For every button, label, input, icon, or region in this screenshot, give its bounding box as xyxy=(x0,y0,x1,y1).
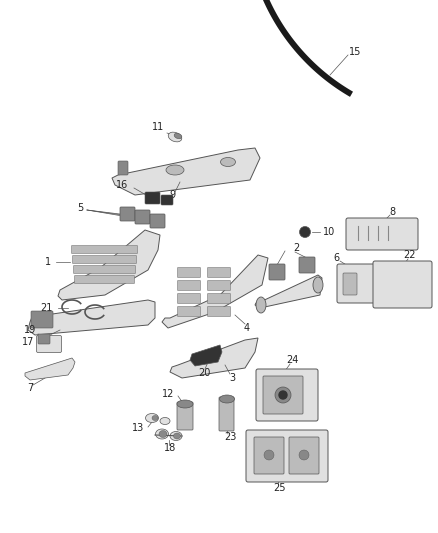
Text: 19: 19 xyxy=(24,325,36,335)
Text: 2: 2 xyxy=(293,243,299,253)
Ellipse shape xyxy=(275,387,291,403)
Text: 21: 21 xyxy=(40,303,52,313)
Ellipse shape xyxy=(300,227,311,238)
Text: 17: 17 xyxy=(22,337,34,347)
FancyBboxPatch shape xyxy=(337,264,379,303)
FancyBboxPatch shape xyxy=(208,268,230,278)
Polygon shape xyxy=(162,255,268,328)
FancyBboxPatch shape xyxy=(135,210,150,224)
Ellipse shape xyxy=(177,400,193,408)
FancyBboxPatch shape xyxy=(177,268,201,278)
Text: 5: 5 xyxy=(77,203,83,213)
Text: 6: 6 xyxy=(333,253,339,263)
FancyBboxPatch shape xyxy=(208,306,230,317)
Polygon shape xyxy=(112,148,260,195)
FancyBboxPatch shape xyxy=(299,257,315,273)
FancyBboxPatch shape xyxy=(219,397,234,431)
Text: 7: 7 xyxy=(27,383,33,393)
FancyBboxPatch shape xyxy=(161,195,173,205)
Ellipse shape xyxy=(173,433,180,439)
Ellipse shape xyxy=(155,429,169,439)
Ellipse shape xyxy=(170,432,182,440)
Text: 10: 10 xyxy=(323,227,335,237)
Text: 20: 20 xyxy=(198,368,210,378)
Text: 11: 11 xyxy=(152,122,164,132)
Ellipse shape xyxy=(256,297,266,313)
Polygon shape xyxy=(25,358,75,380)
Text: 22: 22 xyxy=(404,250,416,260)
Text: 15: 15 xyxy=(349,47,361,57)
Ellipse shape xyxy=(299,450,309,460)
Polygon shape xyxy=(58,230,160,300)
Text: 12: 12 xyxy=(162,389,174,399)
FancyBboxPatch shape xyxy=(71,246,138,254)
FancyBboxPatch shape xyxy=(177,306,201,317)
FancyBboxPatch shape xyxy=(177,294,201,303)
FancyBboxPatch shape xyxy=(177,402,193,430)
FancyBboxPatch shape xyxy=(145,192,160,204)
Ellipse shape xyxy=(219,395,234,403)
FancyBboxPatch shape xyxy=(346,218,418,250)
Text: 13: 13 xyxy=(132,423,144,433)
Ellipse shape xyxy=(166,165,184,175)
Ellipse shape xyxy=(264,450,274,460)
FancyBboxPatch shape xyxy=(246,430,328,482)
Polygon shape xyxy=(255,275,322,308)
Text: 3: 3 xyxy=(229,373,235,383)
Ellipse shape xyxy=(313,277,323,293)
FancyBboxPatch shape xyxy=(120,207,135,221)
FancyBboxPatch shape xyxy=(36,335,61,352)
Text: 8: 8 xyxy=(389,207,395,217)
Ellipse shape xyxy=(279,391,287,399)
Ellipse shape xyxy=(160,417,170,424)
FancyBboxPatch shape xyxy=(73,255,137,263)
FancyBboxPatch shape xyxy=(150,214,165,228)
Text: 24: 24 xyxy=(286,355,298,365)
Text: 1: 1 xyxy=(45,257,51,267)
FancyBboxPatch shape xyxy=(118,161,128,175)
Ellipse shape xyxy=(145,414,159,423)
FancyBboxPatch shape xyxy=(254,437,284,474)
Text: 23: 23 xyxy=(224,432,236,442)
Text: 18: 18 xyxy=(164,443,176,453)
Polygon shape xyxy=(170,338,258,378)
FancyBboxPatch shape xyxy=(263,376,303,414)
Text: 25: 25 xyxy=(274,483,286,493)
FancyBboxPatch shape xyxy=(343,273,357,295)
Ellipse shape xyxy=(159,431,167,438)
Polygon shape xyxy=(252,0,353,97)
FancyBboxPatch shape xyxy=(208,280,230,290)
Text: 4: 4 xyxy=(244,323,250,333)
FancyBboxPatch shape xyxy=(38,334,50,344)
FancyBboxPatch shape xyxy=(31,311,53,328)
Ellipse shape xyxy=(220,157,236,166)
FancyBboxPatch shape xyxy=(74,265,135,273)
Ellipse shape xyxy=(174,133,182,139)
FancyBboxPatch shape xyxy=(74,276,134,284)
Polygon shape xyxy=(28,300,155,335)
Ellipse shape xyxy=(152,416,158,421)
FancyBboxPatch shape xyxy=(256,369,318,421)
Ellipse shape xyxy=(168,132,182,142)
Text: 9: 9 xyxy=(169,190,175,200)
FancyBboxPatch shape xyxy=(177,280,201,290)
FancyBboxPatch shape xyxy=(373,261,432,308)
FancyBboxPatch shape xyxy=(208,294,230,303)
Polygon shape xyxy=(190,345,222,366)
Text: 16: 16 xyxy=(116,180,128,190)
FancyBboxPatch shape xyxy=(289,437,319,474)
FancyBboxPatch shape xyxy=(269,264,285,280)
